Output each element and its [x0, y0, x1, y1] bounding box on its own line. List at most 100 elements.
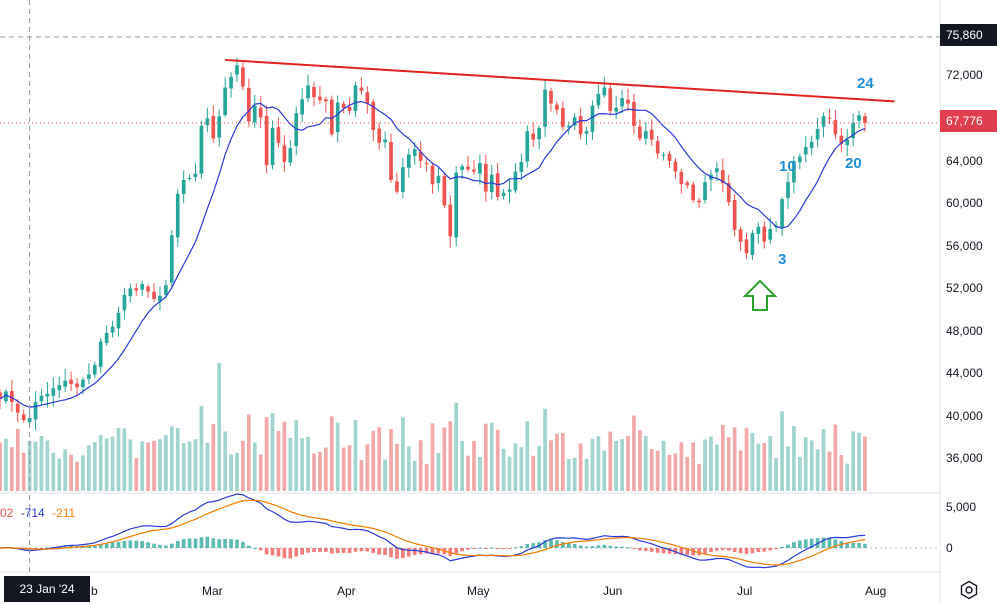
candle-body: [341, 103, 346, 108]
macd-histogram-bar: [543, 540, 547, 548]
volume-bar: [578, 443, 583, 491]
volume-bar: [241, 440, 245, 491]
crosshair-layer: [0, 0, 940, 572]
macd-histogram-bar: [92, 545, 97, 548]
candle-body: [158, 295, 162, 302]
candle-body: [732, 199, 737, 230]
volume-bar: [235, 452, 239, 491]
candle-body: [235, 65, 239, 75]
settings-gear-icon[interactable]: [959, 580, 979, 600]
candle-body: [827, 117, 832, 119]
macd-histogram-bar: [276, 548, 281, 557]
macd-histogram-bar: [193, 538, 198, 548]
volume-bar: [809, 440, 814, 491]
macd-histogram-bar: [169, 543, 174, 548]
macd-histogram-bar: [786, 544, 790, 548]
volume-bar: [324, 447, 328, 491]
volume-bar: [602, 450, 607, 491]
candle-body: [258, 107, 263, 118]
volume-bar: [276, 430, 281, 491]
volume-bar: [98, 435, 103, 491]
volume-bar: [478, 457, 482, 491]
volume-bar: [383, 459, 387, 491]
macd-histogram-bar: [152, 543, 156, 548]
candle-body: [815, 129, 820, 140]
candle-body: [229, 76, 233, 89]
macd-histogram-bar: [738, 548, 743, 554]
macd-histogram-bar: [472, 548, 476, 549]
candle-body: [424, 163, 429, 165]
volume-bar: [63, 449, 68, 491]
macd-histogram-bar: [555, 540, 559, 548]
volume-bar: [229, 454, 233, 491]
macd-histogram-bar: [187, 538, 192, 548]
crosshair-price-label: 75,860: [946, 28, 983, 42]
macd-histogram-bar: [561, 541, 565, 548]
macd-histogram-bar: [300, 548, 304, 555]
macd-histogram-bar: [223, 538, 227, 548]
volume-bar: [92, 442, 97, 491]
candle-body: [442, 176, 447, 206]
candle-body: [762, 226, 767, 242]
time-tick-label: Aug: [865, 584, 886, 598]
candle-body: [549, 90, 553, 104]
candle-body: [513, 171, 518, 191]
macd-histogram-bar: [211, 538, 216, 548]
price-tick-label: 64,000: [946, 154, 983, 168]
volume-bar: [395, 443, 399, 491]
macd-histogram-bar: [691, 548, 696, 556]
candle-body: [92, 364, 97, 375]
volume-bar: [792, 426, 796, 491]
macd-histogram-bar: [359, 548, 364, 552]
macd-histogram-bar: [347, 548, 352, 553]
annotation-label-10: 10: [779, 158, 796, 175]
candle-body: [738, 229, 743, 242]
macd-histogram-bar: [306, 548, 310, 553]
macd-histogram-bar: [312, 548, 316, 553]
macd-histogram-bar: [732, 548, 737, 552]
macd-histogram-bar: [596, 545, 601, 548]
candle-body: [193, 173, 198, 178]
candle-body: [638, 126, 642, 139]
volume-bar: [590, 438, 595, 491]
candle-body: [264, 115, 269, 166]
macd-histogram-bar: [175, 540, 180, 548]
macd-histogram-bar: [104, 543, 109, 548]
volume-bar: [857, 432, 861, 491]
macd-histogram-bar: [845, 542, 850, 548]
candle-body: [655, 141, 660, 154]
candle-body: [276, 127, 281, 143]
macd-histogram-bar: [774, 548, 778, 550]
macd-histogram-bar: [679, 548, 684, 555]
volume-bar: [258, 454, 263, 491]
volume-bar: [720, 424, 725, 491]
candle-body: [98, 341, 103, 368]
candle-body: [531, 133, 536, 140]
candle-body: [199, 125, 204, 174]
candle-body: [175, 193, 180, 238]
candle-body: [703, 182, 707, 201]
candle-body: [241, 67, 245, 87]
macd-histogram-bar: [264, 548, 269, 555]
candle-body: [643, 131, 648, 139]
volume-bar: [685, 456, 690, 491]
volume-bar: [329, 416, 334, 491]
volume-bar: [460, 441, 464, 491]
candle-body: [590, 105, 595, 132]
volume-bar: [715, 444, 719, 491]
candle-body: [614, 107, 619, 112]
macd-histogram-bar: [768, 548, 773, 551]
macd-histogram-bar: [217, 539, 222, 548]
candle-body: [851, 122, 855, 139]
macd-histogram-bar: [726, 548, 731, 551]
candle-body: [412, 149, 417, 157]
volume-bar: [756, 443, 761, 491]
candle-body: [596, 93, 601, 106]
volume-bar: [341, 447, 346, 491]
macd-histogram-bar: [792, 542, 796, 548]
candle-body: [584, 131, 589, 134]
macd-histogram-bar: [584, 546, 589, 548]
macd-histogram-bar: [235, 539, 239, 548]
volume-bar: [732, 427, 737, 491]
